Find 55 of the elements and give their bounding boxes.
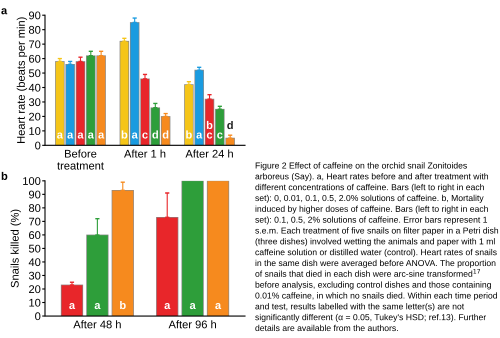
y-tick-label: 10 <box>29 298 40 307</box>
data-label: a <box>69 303 76 310</box>
y-tick-label: 50 <box>28 244 40 253</box>
data-label: b <box>120 300 126 310</box>
y-tick-label: 70 <box>29 218 40 226</box>
y-tick-label: 30 <box>28 272 40 280</box>
data-label: a <box>57 132 63 139</box>
data-label: a <box>78 132 84 139</box>
x-tick-label: Before treatment <box>57 150 104 170</box>
data-label: d <box>162 130 168 139</box>
data-label: b <box>186 130 192 139</box>
data-label: a <box>164 303 170 310</box>
y-tick-label: 40 <box>28 84 40 92</box>
x-tick-label: After 24 h <box>185 150 233 158</box>
y-tick-label: 0 <box>35 312 40 320</box>
y-tick-label: 0 <box>35 142 40 150</box>
y-tick-label: 40 <box>28 258 40 266</box>
data-label: b c <box>206 120 212 139</box>
data-label: a <box>190 303 196 310</box>
text: Figure 2 Effect of caffeine on the orchid snail Zonitoides arboreus (Say). a, Heart rates before and after treatment with different concentrations of caffeine. Bars (left to right in each set): 0, 0.01, 0.1, 0.5, 2.0% solutions of caffeine. b, Mortality induced by higher doses of caffeine. Bars (left to right in each set): 0.1, 0.5, 2% solutions of caffeine. Error bars represent 1 s.e.m. Each treatment of five snails on filter paper in a Petri dish (three dishes) involved wetting the animals and paper with 1 ml caffeine solution or distilled water (control). Heart rates of snails in the same dish were averaged before ANOVA. The proportion of snails that died in each dish were arc-sine transformed$^{17}$ before analysis, excluding control dishes and those containing 0.01% caffeine, in which no snails died. Within each time period and test, results labelled with the same letter(s) are not significantly different (α = 0.05, Tukey's HSD; ref.13). Further details are available from the authors. <box>255 162 498 332</box>
data-label: a <box>196 132 202 139</box>
data-label: b <box>122 130 128 139</box>
y-tick-label: 60 <box>29 231 40 240</box>
y-tick-label: 20 <box>29 285 40 294</box>
data-label: d <box>152 130 158 139</box>
y-axis-title: Heart rate (beats per min) <box>16 17 28 143</box>
y-tick-label: 20 <box>29 112 40 121</box>
bar <box>206 180 230 316</box>
data-label: c <box>217 132 223 139</box>
data-label: a <box>132 132 138 139</box>
data-label: a <box>67 132 74 139</box>
bar <box>181 180 204 316</box>
data-label: d <box>227 120 233 130</box>
y-tick-label: 80 <box>28 204 40 212</box>
y-tick-label: 60 <box>29 54 40 63</box>
data-label: a <box>88 132 94 139</box>
x-tick-label: After 96 h <box>168 320 216 328</box>
data-label: a <box>94 303 101 310</box>
x-tick-label: After 48 h <box>73 320 121 328</box>
y-tick-label: 100 <box>23 177 40 185</box>
y-axis-title: Snails killed (%) <box>10 210 21 288</box>
x-tick-label: After 1 h <box>124 150 166 158</box>
y-tick-label: 90 <box>28 190 40 198</box>
y-tick-label: 90 <box>28 11 40 20</box>
data-label: c <box>142 132 148 139</box>
y-tick-label: 50 <box>28 69 40 78</box>
y-tick-label: 30 <box>28 98 40 106</box>
bar <box>60 284 84 316</box>
y-tick-label: 80 <box>28 26 40 34</box>
y-tick-label: 70 <box>29 40 40 48</box>
text: b <box>2 172 8 180</box>
text: a <box>1 8 8 14</box>
data-label: a <box>98 132 104 139</box>
data-label: a <box>215 303 222 310</box>
y-tick-label: 10 <box>29 127 40 136</box>
